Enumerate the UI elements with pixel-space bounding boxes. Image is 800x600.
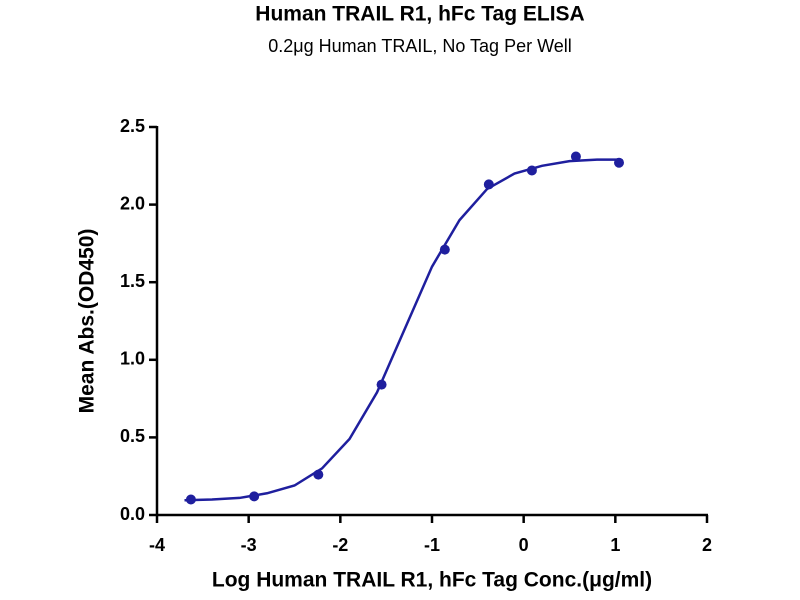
y-tick-label: 0.0: [120, 504, 145, 524]
data-point: [526, 165, 537, 176]
data-point: [483, 179, 494, 190]
data-point: [249, 491, 260, 502]
fit-curve: [184, 158, 620, 502]
y-tick-label: 2.5: [120, 116, 145, 136]
data-point: [570, 151, 581, 162]
data-point: [376, 379, 387, 390]
data-point: [313, 469, 324, 480]
y-axis-label: Mean Abs.(OD450): [76, 229, 99, 414]
x-tick-label: 2: [702, 535, 712, 555]
x-tick-label: 1: [610, 535, 620, 555]
x-tick-label: -1: [424, 535, 440, 555]
x-tick-label: -2: [332, 535, 348, 555]
chart-title: Human TRAIL R1, hFc Tag ELISA: [255, 3, 584, 26]
y-tick-label: 2.0: [120, 193, 145, 213]
data-point: [185, 494, 196, 505]
x-tick-label: 0: [519, 535, 529, 555]
x-tick-label: -3: [241, 535, 257, 555]
x-tick-label: -4: [149, 535, 165, 555]
data-point: [614, 157, 624, 168]
x-axis-label: Log Human TRAIL R1, hFc Tag Conc.(μg/ml): [212, 569, 652, 592]
chart-subtitle: 0.2μg Human TRAIL, No Tag Per Well: [268, 36, 572, 56]
y-tick-label: 1.5: [120, 271, 145, 291]
y-tick-label: 0.5: [120, 426, 145, 446]
y-tick-label: 1.0: [120, 349, 145, 369]
data-point: [439, 244, 450, 255]
